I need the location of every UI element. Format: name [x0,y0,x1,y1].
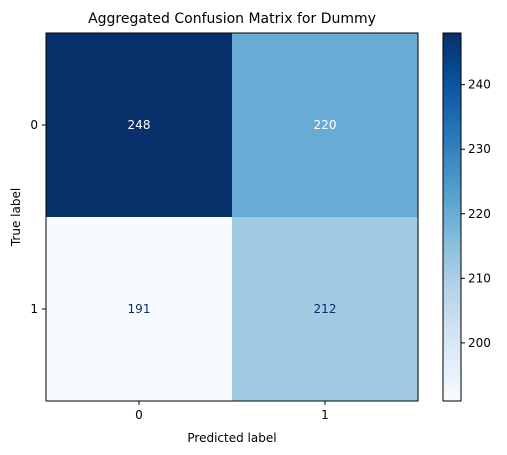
y-tick-label: 0 [30,118,38,132]
y-axis-ticks: 01 [30,118,46,316]
cell-value-label: 220 [314,118,337,132]
plot-frame [45,32,419,402]
heatmap-cell [232,217,418,401]
colorbar-tick-label: 230 [468,142,491,156]
heatmap-cell [46,217,232,401]
heatmap-cell [46,33,232,217]
y-axis-label: True label [9,188,23,247]
heatmap-cell [232,33,418,217]
x-axis-label: Predicted label [187,431,276,445]
cell-value-label: 191 [128,302,151,316]
x-tick-label: 0 [135,408,143,422]
colorbar-tick-label: 200 [468,336,491,350]
colorbar-ticks: 200 210 220 230 240 [461,78,491,350]
colorbar-tick-label: 220 [468,207,491,221]
y-tick-label: 1 [30,302,38,316]
colorbar-tick-label: 240 [468,78,491,92]
colorbar [443,33,461,401]
cell-value-label: 248 [128,118,151,132]
heatmap-cells: 248 220 191 212 [46,33,418,401]
colorbar-frame [442,32,462,402]
chart-title: Aggregated Confusion Matrix for Dummy [88,11,376,27]
x-tick-label: 1 [321,408,329,422]
colorbar-tick-label: 210 [468,271,491,285]
cell-value-label: 212 [314,302,337,316]
